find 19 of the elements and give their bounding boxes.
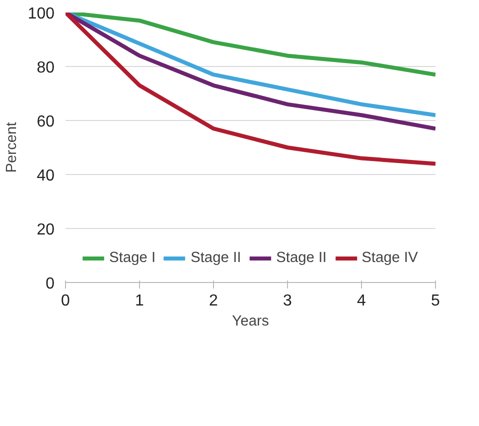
legend-label: Stage IV <box>362 250 418 266</box>
x-tick-label: 1 <box>135 292 144 310</box>
y-tick-label: 20 <box>36 222 55 238</box>
y-tick-label: 60 <box>36 114 55 130</box>
legend-label: Stage I <box>109 250 156 266</box>
x-tick-label: 0 <box>61 292 70 310</box>
x-axis-title: Years <box>232 314 269 330</box>
line-series <box>66 12 436 166</box>
y-axis-title: Percent <box>4 122 20 173</box>
y-tick-label: 0 <box>46 276 55 292</box>
x-tick-label: 5 <box>431 292 440 310</box>
y-tick-label: 80 <box>36 60 55 76</box>
x-tick-label: 2 <box>209 292 218 310</box>
legend-label: Stage II <box>276 250 327 266</box>
x-tick-label: 4 <box>357 292 366 310</box>
x-tick-label: 3 <box>283 292 292 310</box>
legend-label: Stage II <box>190 250 242 266</box>
y-tick-label: 40 <box>36 168 55 184</box>
y-tick-label: 100 <box>28 6 55 22</box>
